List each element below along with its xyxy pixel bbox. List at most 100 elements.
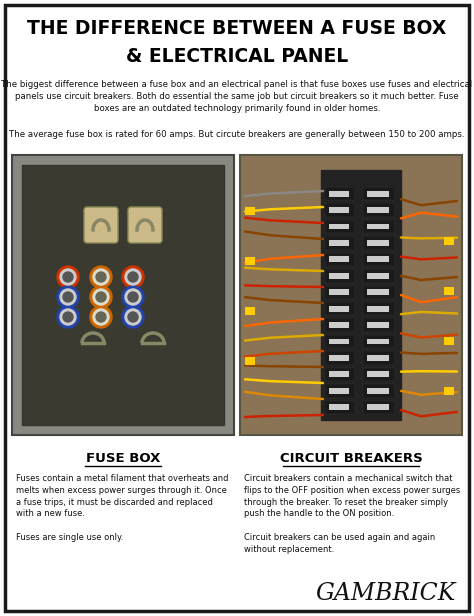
Circle shape bbox=[63, 292, 73, 302]
Bar bbox=[325, 400, 355, 414]
Bar bbox=[367, 224, 389, 229]
Bar bbox=[325, 302, 355, 315]
Circle shape bbox=[93, 309, 109, 325]
Text: The average fuse box is rated for 60 amps. But circute breakers are generally be: The average fuse box is rated for 60 amp… bbox=[9, 130, 465, 139]
Bar bbox=[363, 302, 395, 315]
Bar bbox=[245, 307, 255, 315]
Circle shape bbox=[122, 286, 144, 308]
Bar bbox=[367, 371, 389, 377]
Bar bbox=[329, 306, 349, 312]
Bar bbox=[325, 384, 355, 397]
Circle shape bbox=[57, 286, 79, 308]
Circle shape bbox=[128, 312, 138, 322]
Bar bbox=[363, 269, 395, 283]
Bar bbox=[329, 191, 349, 197]
Circle shape bbox=[93, 289, 109, 305]
Bar bbox=[363, 220, 395, 233]
Circle shape bbox=[60, 309, 76, 325]
Bar bbox=[367, 273, 389, 278]
Bar bbox=[329, 273, 349, 278]
Bar bbox=[329, 290, 349, 295]
FancyBboxPatch shape bbox=[84, 207, 118, 243]
Circle shape bbox=[96, 312, 106, 322]
Circle shape bbox=[90, 306, 112, 328]
Circle shape bbox=[125, 289, 141, 305]
Circle shape bbox=[125, 269, 141, 285]
Text: CIRCUIT BREAKERS: CIRCUIT BREAKERS bbox=[280, 452, 422, 464]
Text: Fuses contain a metal filament that overheats and
melts when excess power surges: Fuses contain a metal filament that over… bbox=[16, 474, 228, 542]
Bar bbox=[363, 237, 395, 249]
Bar bbox=[240, 155, 462, 435]
Bar bbox=[367, 388, 389, 394]
Circle shape bbox=[128, 272, 138, 282]
Circle shape bbox=[90, 286, 112, 308]
Bar bbox=[444, 287, 454, 295]
Bar bbox=[363, 335, 395, 348]
Bar bbox=[325, 237, 355, 249]
Circle shape bbox=[96, 272, 106, 282]
FancyBboxPatch shape bbox=[128, 207, 162, 243]
Bar bbox=[444, 337, 454, 345]
Bar bbox=[329, 224, 349, 229]
Circle shape bbox=[122, 266, 144, 288]
Bar bbox=[325, 187, 355, 200]
Bar bbox=[363, 203, 395, 217]
Bar bbox=[367, 191, 389, 197]
Circle shape bbox=[90, 266, 112, 288]
Text: & ELECTRICAL PANEL: & ELECTRICAL PANEL bbox=[126, 46, 348, 65]
Circle shape bbox=[63, 312, 73, 322]
Bar bbox=[329, 322, 349, 328]
Bar bbox=[444, 237, 454, 245]
Circle shape bbox=[57, 266, 79, 288]
Circle shape bbox=[122, 306, 144, 328]
Bar bbox=[22, 165, 224, 425]
Bar bbox=[325, 286, 355, 299]
Bar bbox=[329, 339, 349, 344]
Bar bbox=[367, 322, 389, 328]
Bar bbox=[367, 290, 389, 295]
Bar bbox=[329, 240, 349, 246]
Text: THE DIFFERENCE BETWEEN A FUSE BOX: THE DIFFERENCE BETWEEN A FUSE BOX bbox=[27, 18, 447, 38]
Circle shape bbox=[125, 309, 141, 325]
Bar bbox=[367, 256, 389, 262]
Text: GAMBRICK: GAMBRICK bbox=[316, 583, 456, 606]
Bar bbox=[367, 240, 389, 246]
Bar bbox=[329, 256, 349, 262]
Bar bbox=[329, 388, 349, 394]
Bar bbox=[325, 351, 355, 365]
Bar bbox=[367, 355, 389, 361]
Bar bbox=[363, 368, 395, 381]
Bar bbox=[367, 339, 389, 344]
Bar bbox=[329, 371, 349, 377]
Bar bbox=[363, 384, 395, 397]
Bar bbox=[363, 286, 395, 299]
Bar bbox=[329, 207, 349, 213]
Bar bbox=[325, 318, 355, 332]
Bar bbox=[363, 400, 395, 414]
Bar bbox=[245, 357, 255, 365]
Bar bbox=[329, 404, 349, 410]
Bar bbox=[367, 306, 389, 312]
Bar bbox=[325, 253, 355, 266]
Bar bbox=[329, 355, 349, 361]
Bar bbox=[363, 187, 395, 200]
Bar bbox=[363, 253, 395, 266]
Bar bbox=[245, 207, 255, 215]
Bar bbox=[444, 387, 454, 395]
Bar bbox=[12, 155, 234, 435]
Text: The biggest difference between a fuse box and an electrical panel is that fuse b: The biggest difference between a fuse bo… bbox=[1, 80, 473, 113]
Bar bbox=[367, 404, 389, 410]
Text: FUSE BOX: FUSE BOX bbox=[86, 452, 160, 464]
Bar bbox=[245, 257, 255, 265]
Circle shape bbox=[93, 269, 109, 285]
Bar bbox=[363, 351, 395, 365]
Bar bbox=[363, 318, 395, 332]
Circle shape bbox=[96, 292, 106, 302]
Circle shape bbox=[63, 272, 73, 282]
Bar bbox=[367, 207, 389, 213]
Circle shape bbox=[60, 269, 76, 285]
Circle shape bbox=[60, 289, 76, 305]
Bar bbox=[325, 269, 355, 283]
Bar bbox=[325, 220, 355, 233]
Bar bbox=[325, 203, 355, 217]
